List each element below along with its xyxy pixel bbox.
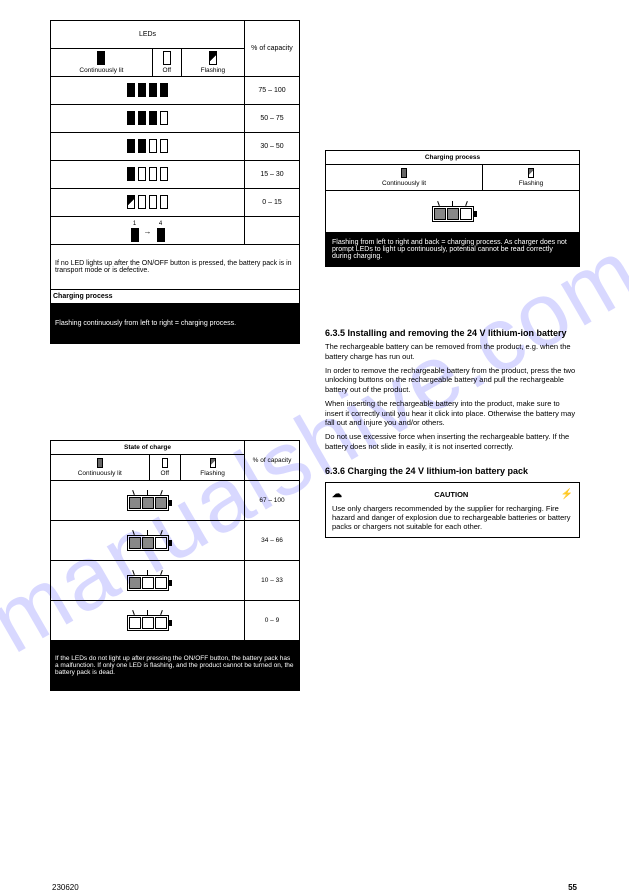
caution-icon-right: ⚡	[561, 489, 573, 500]
charging-label: Charging process	[51, 290, 300, 304]
percent-header: % of capacity	[245, 21, 300, 77]
sec1-p1: The rechargeable battery can be removed …	[325, 342, 580, 362]
charging-black-note: Flashing from left to right and back = c…	[325, 233, 580, 267]
sec1-p2: In order to remove the rechargeable batt…	[325, 366, 580, 395]
footer-right: 55	[568, 883, 577, 892]
state-of-charge-table: State of charge% of capacity Continuousl…	[50, 440, 300, 691]
battery-capacity-table: LEDs % of capacity Continuously lit Off …	[50, 20, 300, 344]
caution-label: CAUTION	[434, 490, 468, 499]
malfunction-note: If the LEDs do not light up after pressi…	[51, 641, 300, 691]
leds-header: LEDs	[51, 21, 245, 49]
legend-continuous: Continuously lit	[51, 49, 153, 77]
caution-box: ☁ CAUTION ⚡ Use only chargers recommende…	[325, 482, 580, 538]
charging-note-1: Flashing continuously from left to right…	[51, 304, 300, 344]
section-635-title: 6.3.5 Installing and removing the 24 V l…	[325, 328, 580, 338]
sec1-p4: Do not use excessive force when insertin…	[325, 432, 580, 452]
footer-left: 230620	[52, 883, 79, 892]
legend-off: Off	[152, 49, 181, 77]
legend-flashing: Flashing	[181, 49, 244, 77]
charging-process-table: Charging process Continuously lit Flashi…	[325, 150, 580, 233]
caution-text: Use only chargers recommended by the sup…	[332, 504, 573, 531]
transport-note: If no LED lights up after the ON/OFF but…	[51, 245, 300, 290]
caution-icon-left: ☁	[332, 489, 342, 500]
section-636-title: 6.3.6 Charging the 24 V lithium-ion batt…	[325, 466, 580, 476]
sec1-p3: When inserting the rechargeable battery …	[325, 399, 580, 428]
